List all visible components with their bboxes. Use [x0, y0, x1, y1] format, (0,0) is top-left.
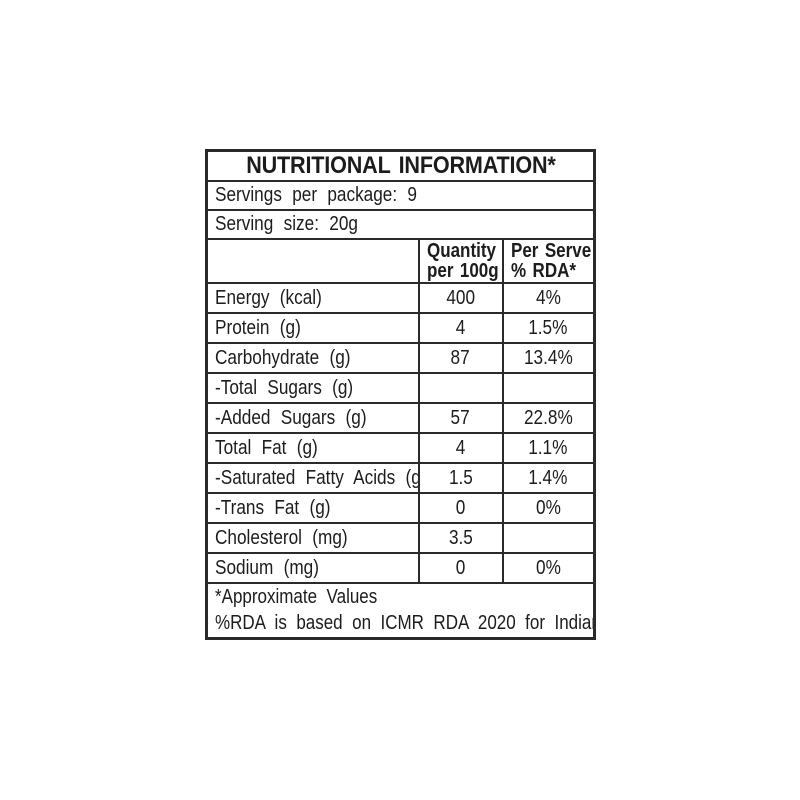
per-serve-header-line2: % RDA*	[510, 260, 576, 282]
quantity-value-text: 0	[455, 496, 466, 519]
nutrient-row-saturated-fatty-acids: -Saturated Fatty Acids (g) 1.5 1.4%	[205, 462, 596, 494]
rda-value: 1.1%	[501, 432, 596, 464]
nutrient-label-text: Cholesterol (mg)	[215, 526, 348, 549]
rda-value: 0%	[501, 492, 596, 524]
column-header-per-serve: Per Serve % RDA*	[501, 238, 596, 284]
footnote-approximate: *Approximate Values	[215, 585, 378, 608]
nutrient-row-added-sugars: -Added Sugars (g) 57 22.8%	[205, 402, 596, 434]
column-header-quantity: Quantity per 100g	[417, 238, 504, 284]
quantity-value-text: 1.5	[448, 466, 473, 489]
servings-per-package-cell: Servings per package: 9	[205, 180, 596, 211]
nutrient-label: Total Fat (g)	[205, 432, 420, 464]
rda-value: 13.4%	[501, 342, 596, 374]
nutrient-row-sodium: Sodium (mg) 0 0%	[205, 552, 596, 584]
quantity-value-text: 4	[455, 316, 466, 339]
rda-value-text: 1.1%	[528, 436, 568, 459]
serving-size-cell: Serving size: 20g	[205, 209, 596, 240]
quantity-header-line2: per 100g	[426, 260, 499, 282]
nutrient-label-text: -Saturated Fatty Acids (g)	[215, 466, 419, 489]
quantity-value-text: 0	[455, 556, 466, 579]
quantity-value: 87	[417, 342, 504, 374]
footnote-rda-basis: %RDA is based on ICMR RDA 2020 for India…	[215, 611, 595, 634]
nutrient-label: Cholesterol (mg)	[205, 522, 420, 554]
nutrient-label-text: -Trans Fat (g)	[215, 496, 331, 519]
nutrient-label: Protein (g)	[205, 312, 420, 344]
rda-value: 4%	[501, 282, 596, 314]
nutrient-label: -Saturated Fatty Acids (g)	[205, 462, 420, 494]
quantity-value-text: 4	[455, 436, 466, 459]
rda-value-text: 13.4%	[523, 346, 573, 369]
nutrient-label-text: Protein (g)	[215, 316, 301, 339]
serving-size-text: Serving size: 20g	[215, 213, 358, 235]
rda-value: 1.4%	[501, 462, 596, 494]
quantity-value: 3.5	[417, 522, 504, 554]
nutrient-row-trans-fat: -Trans Fat (g) 0 0%	[205, 492, 596, 524]
servings-per-package-text: Servings per package: 9	[215, 184, 418, 206]
nutrient-label-text: Carbohydrate (g)	[215, 346, 351, 369]
quantity-value: 1.5	[417, 462, 504, 494]
quantity-value	[417, 372, 504, 404]
quantity-value: 4	[417, 312, 504, 344]
column-header-row: Quantity per 100g Per Serve % RDA*	[205, 238, 596, 284]
quantity-value: 0	[417, 552, 504, 584]
nutrient-label-text: Sodium (mg)	[215, 556, 319, 579]
rda-value-text: 1.4%	[528, 466, 568, 489]
rda-value-text: 0%	[535, 556, 561, 579]
quantity-value: 4	[417, 432, 504, 464]
nutrient-row-protein: Protein (g) 4 1.5%	[205, 312, 596, 344]
nutrient-label: -Trans Fat (g)	[205, 492, 420, 524]
table-title: NUTRITIONAL INFORMATION*	[205, 149, 596, 182]
nutrient-label: Sodium (mg)	[205, 552, 420, 584]
rda-value: 0%	[501, 552, 596, 584]
serving-size-row: Serving size: 20g	[205, 209, 596, 240]
nutrient-label: Carbohydrate (g)	[205, 342, 420, 374]
rda-value: 1.5%	[501, 312, 596, 344]
servings-per-package-row: Servings per package: 9	[205, 180, 596, 211]
rda-value-text: 1.5%	[528, 316, 568, 339]
quantity-value-text: 400	[446, 286, 475, 309]
rda-value-text: 4%	[535, 286, 561, 309]
rda-value: 22.8%	[501, 402, 596, 434]
footnote-row: *Approximate Values %RDA is based on ICM…	[205, 582, 596, 640]
nutrient-label-text: Total Fat (g)	[215, 436, 318, 459]
quantity-value: 400	[417, 282, 504, 314]
quantity-value: 0	[417, 492, 504, 524]
nutrient-row-carbohydrate: Carbohydrate (g) 87 13.4%	[205, 342, 596, 374]
nutrient-label-text: -Total Sugars (g)	[215, 376, 354, 399]
quantity-value-text: 3.5	[448, 526, 473, 549]
nutrient-label: -Total Sugars (g)	[205, 372, 420, 404]
nutrient-label: -Added Sugars (g)	[205, 402, 420, 434]
nutrient-label-text: -Added Sugars (g)	[215, 406, 367, 429]
quantity-value: 57	[417, 402, 504, 434]
nutrition-facts-table: NUTRITIONAL INFORMATION* Servings per pa…	[205, 149, 596, 640]
quantity-value-text: 57	[450, 406, 471, 429]
quantity-header-line1: Quantity	[426, 239, 496, 262]
nutrient-label-text: Energy (kcal)	[215, 286, 322, 309]
rda-value-text: 0%	[535, 496, 561, 519]
nutrient-label: Energy (kcal)	[205, 282, 420, 314]
nutrient-row-energy: Energy (kcal) 400 4%	[205, 282, 596, 314]
nutrient-row-cholesterol: Cholesterol (mg) 3.5	[205, 522, 596, 554]
table-title-text: NUTRITIONAL INFORMATION*	[245, 152, 556, 179]
quantity-value-text: 87	[450, 346, 471, 369]
rda-value-text: 22.8%	[523, 406, 573, 429]
nutrient-row-total-sugars: -Total Sugars (g)	[205, 372, 596, 404]
nutrient-row-total-fat: Total Fat (g) 4 1.1%	[205, 432, 596, 464]
per-serve-header-line1: Per Serve	[510, 239, 591, 262]
title-row: NUTRITIONAL INFORMATION*	[205, 149, 596, 182]
column-header-blank	[205, 238, 420, 284]
rda-value	[501, 372, 596, 404]
footnote-cell: *Approximate Values %RDA is based on ICM…	[205, 582, 596, 640]
rda-value	[501, 522, 596, 554]
